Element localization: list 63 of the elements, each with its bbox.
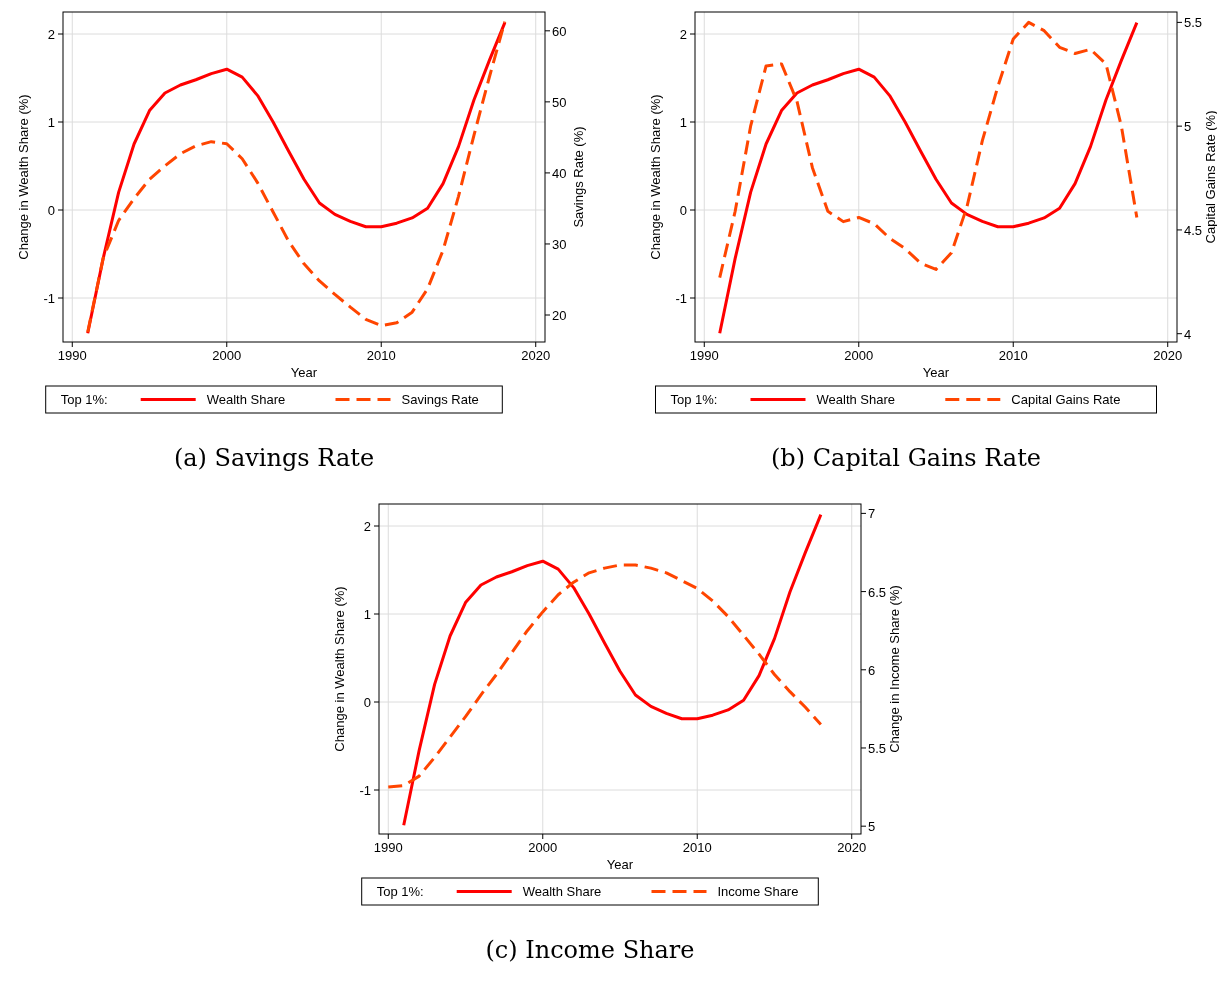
- x-tick-label: 2020: [837, 840, 867, 855]
- x-tick-label: 2020: [521, 348, 551, 363]
- y2-axis-title: Capital Gains Rate (%): [1203, 110, 1218, 244]
- x-tick-label: 2010: [998, 348, 1028, 363]
- y2-tick-label: 4: [1184, 326, 1192, 342]
- text: (c) Income Share: [485, 936, 695, 964]
- y2-tick-label: 50: [552, 94, 567, 110]
- x-tick-label: 2000: [212, 348, 242, 363]
- legend-label: Wealth Share: [522, 884, 602, 899]
- x-tick-label: 2000: [528, 840, 558, 855]
- line-series: [386, 563, 823, 789]
- legend-label: Capital Gains Rate: [1011, 392, 1121, 407]
- legend-label: Income Share: [717, 884, 799, 899]
- y-tick-label: 0: [679, 203, 687, 218]
- y-tick-label: 2: [679, 27, 687, 42]
- legend-label: Wealth Share: [206, 392, 286, 407]
- y-tick-label: 2: [363, 519, 371, 534]
- x-tick-label: 2010: [366, 348, 396, 363]
- x-tick-label: 2000: [844, 348, 874, 363]
- y2-tick-label: 5.5: [1184, 15, 1203, 31]
- y2-tick-label: 6.5: [868, 584, 887, 600]
- x-tick-label: 1990: [57, 348, 87, 363]
- x-tick-label: 2020: [1153, 348, 1183, 363]
- y-tick-label: 0: [363, 695, 371, 710]
- legend-title: Top 1%:: [376, 884, 424, 899]
- legend-label: Savings Rate: [401, 392, 479, 407]
- y2-tick-label: 6: [868, 662, 876, 678]
- y2-tick-label: 60: [552, 23, 567, 39]
- x-axis-title: Year: [922, 365, 950, 380]
- legend-title: Top 1%:: [60, 392, 108, 407]
- y-tick-label: 0: [47, 203, 55, 218]
- y-axis-title: Change in Wealth Share (%): [332, 586, 347, 752]
- y2-axis-title: Savings Rate (%): [571, 126, 586, 228]
- y-tick-label: -1: [675, 291, 687, 306]
- y-axis-title: Change in Wealth Share (%): [648, 94, 663, 260]
- y2-tick-label: 40: [552, 165, 567, 181]
- x-axis-title: Year: [606, 857, 634, 872]
- text: (a) Savings Rate: [173, 444, 375, 472]
- y-tick-label: 2: [47, 27, 55, 42]
- x-tick-label: 1990: [689, 348, 719, 363]
- y2-tick-label: 20: [552, 308, 567, 323]
- y2-tick-label: 5.5: [868, 740, 887, 756]
- y-tick-label: 1: [679, 115, 687, 130]
- y2-tick-label: 5: [1184, 119, 1192, 135]
- y2-tick-label: 7: [868, 506, 876, 522]
- legend-label: Wealth Share: [816, 392, 896, 407]
- y2-tick-label: 30: [552, 236, 567, 252]
- line-series: [402, 513, 823, 827]
- y-tick-label: 1: [363, 607, 371, 622]
- y-tick-label: -1: [359, 783, 371, 798]
- text: (b) Capital Gains Rate: [770, 444, 1042, 472]
- line-series: [718, 21, 1139, 335]
- x-tick-label: 2010: [682, 840, 712, 855]
- legend-title: Top 1%:: [670, 392, 718, 407]
- line-series: [718, 20, 1139, 280]
- y-tick-label: -1: [43, 291, 55, 306]
- y2-axis-title: Change in Income Share (%): [887, 585, 902, 753]
- x-tick-label: 1990: [373, 840, 403, 855]
- x-axis-title: Year: [290, 365, 318, 380]
- y2-tick-label: 4.5: [1184, 222, 1203, 238]
- y-axis-title: Change in Wealth Share (%): [16, 94, 31, 260]
- y-tick-label: 1: [47, 115, 55, 130]
- y2-tick-label: 5: [868, 819, 876, 835]
